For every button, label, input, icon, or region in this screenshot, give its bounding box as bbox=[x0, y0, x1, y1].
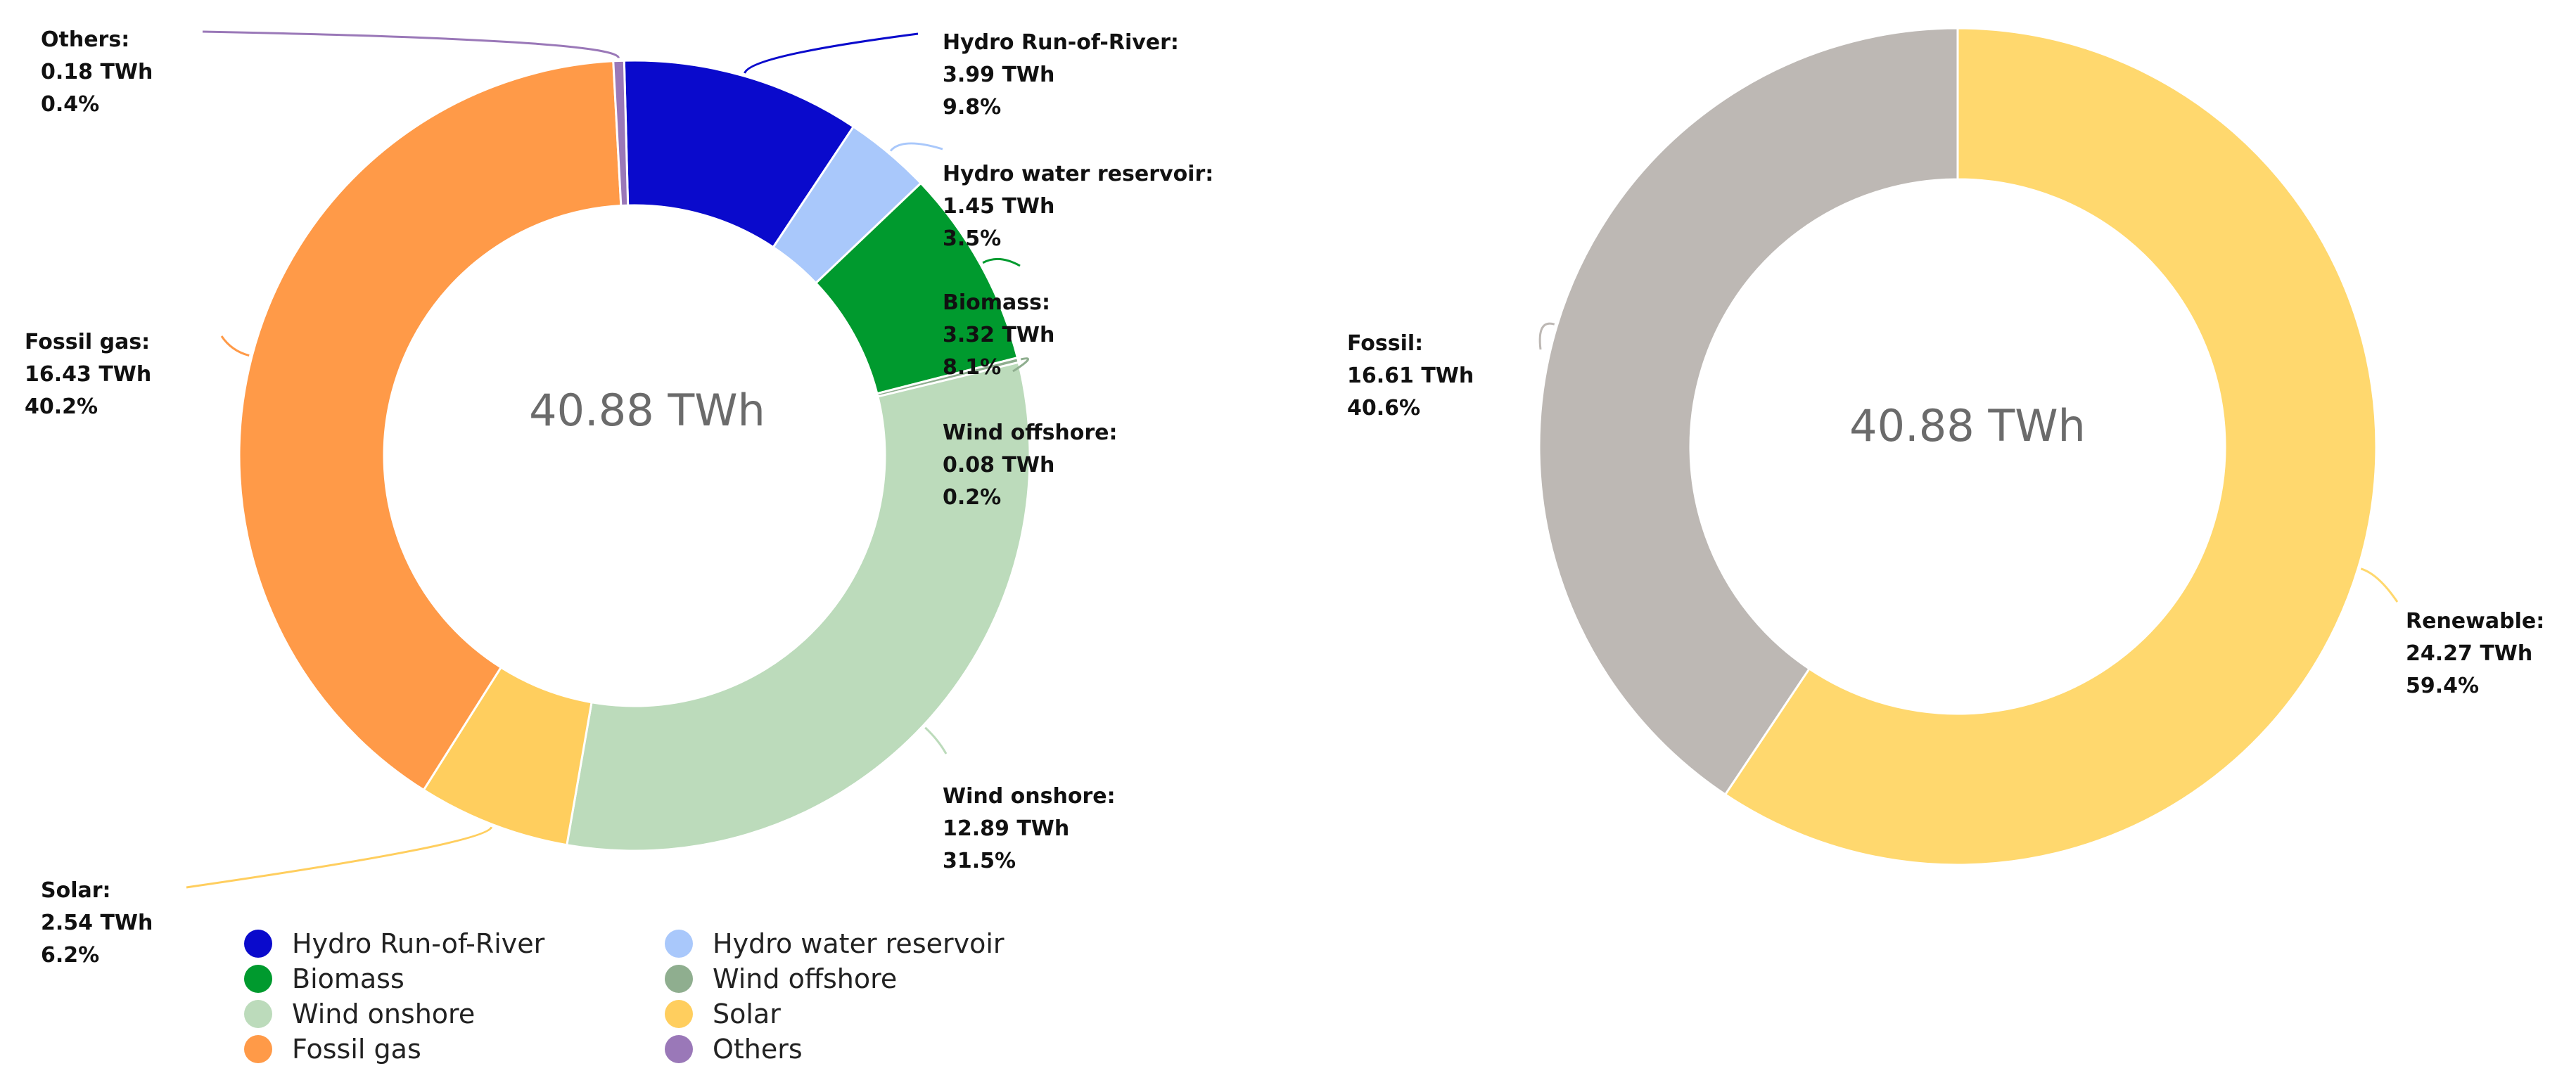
callout-value-fossil-gas: 16.43 TWh bbox=[25, 362, 151, 387]
leader-line-hydro-run-of-river bbox=[744, 32, 919, 74]
callout-percent-others: 0.4% bbox=[41, 92, 99, 117]
callout-percent-fossil: 40.6% bbox=[1347, 396, 1420, 420]
slice-wind-onshore[interactable] bbox=[566, 361, 1031, 852]
callout-wind-offshore: Wind offshore: 0.08 TWh 0.2% bbox=[943, 420, 1118, 510]
legend-marker-hydro-water-reservoir bbox=[665, 930, 693, 958]
callout-percent-fossil-gas: 40.2% bbox=[25, 394, 98, 419]
legend-label-others: Others bbox=[713, 1034, 803, 1065]
callout-label-fossil-gas: Fossil gas: bbox=[25, 330, 150, 354]
leader-line-wind-onshore bbox=[924, 726, 948, 755]
leader-line-biomass bbox=[982, 257, 1021, 267]
donut-2-center-total: 40.88 TWh bbox=[1849, 400, 2086, 451]
callout-value-others: 0.18 TWh bbox=[41, 60, 153, 84]
legend-marker-biomass bbox=[244, 965, 272, 993]
callout-value-solar: 2.54 TWh bbox=[41, 911, 153, 935]
callout-label-biomass: Biomass: bbox=[943, 290, 1050, 315]
callout-label-wind-onshore: Wind onshore: bbox=[943, 784, 1116, 809]
legend-label-biomass: Biomass bbox=[292, 963, 404, 994]
legend-label-hydro-water-reservoir: Hydro water reservoir bbox=[713, 928, 1005, 959]
callout-percent-wind-onshore: 31.5% bbox=[943, 849, 1016, 873]
callout-label-renewable: Renewable: bbox=[2406, 609, 2544, 634]
legend-item-wind-onshore[interactable]: Wind onshore bbox=[244, 999, 475, 1029]
callout-label-solar: Solar: bbox=[41, 878, 111, 903]
donut-1-slices bbox=[238, 59, 1031, 852]
legend-label-solar: Solar bbox=[713, 999, 781, 1029]
donut-2-leader-lines bbox=[1538, 322, 2399, 603]
legend-item-hydro-run-of-river[interactable]: Hydro Run-of-River bbox=[244, 928, 545, 959]
slice-fossil-gas[interactable] bbox=[238, 60, 623, 792]
callout-percent-hydro-run-of-river: 9.8% bbox=[943, 95, 1001, 120]
legend-marker-wind-onshore bbox=[244, 1000, 272, 1028]
leader-line-fossil bbox=[1538, 322, 1555, 350]
donut-2-slices bbox=[1538, 27, 2378, 866]
legend-marker-wind-offshore bbox=[665, 965, 693, 993]
legend-marker-hydro-run-of-river bbox=[244, 930, 272, 958]
callout-percent-renewable: 59.4% bbox=[2406, 674, 2479, 698]
leader-line-fossil-gas bbox=[220, 335, 250, 357]
donut-1-legend: Hydro Run-of-River Hydro water reservoir B… bbox=[244, 928, 1005, 1065]
generation-by-source-donut: Hydro Run-of-River: 3.99 TWh 9.8% Hydro wat… bbox=[25, 27, 1213, 1065]
legend-marker-others bbox=[665, 1035, 693, 1063]
callout-wind-onshore: Wind onshore: 12.89 TWh 31.5% bbox=[943, 784, 1116, 873]
callout-fossil-gas: Fossil gas: 16.43 TWh 40.2% bbox=[25, 330, 151, 419]
leader-line-hydro-water-reservoir bbox=[889, 142, 943, 152]
legend-item-wind-offshore[interactable]: Wind offshore bbox=[665, 963, 897, 994]
legend-item-fossil-gas[interactable]: Fossil gas bbox=[244, 1034, 421, 1065]
callout-percent-hydro-water-reservoir: 3.5% bbox=[943, 226, 1001, 251]
donut-1-callouts: Hydro Run-of-River: 3.99 TWh 9.8% Hydro wat… bbox=[25, 27, 1213, 968]
legend-label-wind-offshore: Wind offshore bbox=[713, 963, 897, 994]
slice-others[interactable] bbox=[612, 59, 630, 207]
callout-percent-biomass: 8.1% bbox=[943, 355, 1001, 380]
callout-value-renewable: 24.27 TWh bbox=[2406, 641, 2532, 666]
callout-label-hydro-run-of-river: Hydro Run-of-River: bbox=[943, 30, 1179, 55]
legend-item-others[interactable]: Others bbox=[665, 1034, 803, 1065]
callout-label-fossil: Fossil: bbox=[1347, 331, 1423, 356]
leader-line-solar bbox=[186, 826, 493, 889]
legend-marker-fossil-gas bbox=[244, 1035, 272, 1063]
legend-label-fossil-gas: Fossil gas bbox=[292, 1034, 421, 1065]
donut-1-center-total: 40.88 TWh bbox=[529, 385, 765, 436]
callout-value-hydro-run-of-river: 3.99 TWh bbox=[943, 63, 1054, 87]
callout-fossil: Fossil: 16.61 TWh 40.6% bbox=[1347, 331, 1474, 420]
donut-2-callouts: Renewable: 24.27 TWh 59.4% Fossil: 16.61 TWh… bbox=[1347, 331, 2544, 698]
leader-line-wind-offshore bbox=[1012, 357, 1029, 373]
callout-value-biomass: 3.32 TWh bbox=[943, 323, 1054, 347]
renewable-vs-fossil-donut: Renewable: 24.27 TWh 59.4% Fossil: 16.61 TWh… bbox=[1347, 27, 2544, 866]
callout-hydro-water-reservoir: Hydro water reservoir: 1.45 TWh 3.5% bbox=[943, 162, 1213, 251]
callout-renewable: Renewable: 24.27 TWh 59.4% bbox=[2406, 609, 2544, 698]
callout-value-wind-onshore: 12.89 TWh bbox=[943, 816, 1069, 841]
callout-label-wind-offshore: Wind offshore: bbox=[943, 420, 1118, 445]
callout-solar: Solar: 2.54 TWh 6.2% bbox=[41, 878, 153, 968]
legend-label-hydro-run-of-river: Hydro Run-of-River bbox=[292, 928, 545, 959]
legend-item-biomass[interactable]: Biomass bbox=[244, 963, 404, 994]
callout-percent-wind-offshore: 0.2% bbox=[943, 485, 1001, 510]
legend-item-hydro-water-reservoir[interactable]: Hydro water reservoir bbox=[665, 928, 1005, 959]
callout-label-hydro-water-reservoir: Hydro water reservoir: bbox=[943, 162, 1213, 186]
slice-fossil[interactable] bbox=[1538, 27, 1959, 796]
callout-label-others: Others: bbox=[41, 27, 129, 52]
callout-hydro-run-of-river: Hydro Run-of-River: 3.99 TWh 9.8% bbox=[943, 30, 1179, 120]
callout-others: Others: 0.18 TWh 0.4% bbox=[41, 27, 153, 117]
slice-renewable[interactable] bbox=[1723, 27, 2378, 866]
callout-value-fossil: 16.61 TWh bbox=[1347, 364, 1474, 388]
callout-value-hydro-water-reservoir: 1.45 TWh bbox=[943, 194, 1054, 219]
leader-line-renewable bbox=[2360, 567, 2399, 603]
callout-value-wind-offshore: 0.08 TWh bbox=[943, 453, 1054, 477]
donut-1-leader-lines bbox=[186, 30, 1029, 889]
callout-percent-solar: 6.2% bbox=[41, 943, 99, 968]
legend-label-wind-onshore: Wind onshore bbox=[292, 999, 475, 1029]
callout-biomass: Biomass: 3.32 TWh 8.1% bbox=[943, 290, 1054, 380]
legend-item-solar[interactable]: Solar bbox=[665, 999, 781, 1029]
legend-marker-solar bbox=[665, 1000, 693, 1028]
leader-line-others bbox=[202, 30, 620, 59]
